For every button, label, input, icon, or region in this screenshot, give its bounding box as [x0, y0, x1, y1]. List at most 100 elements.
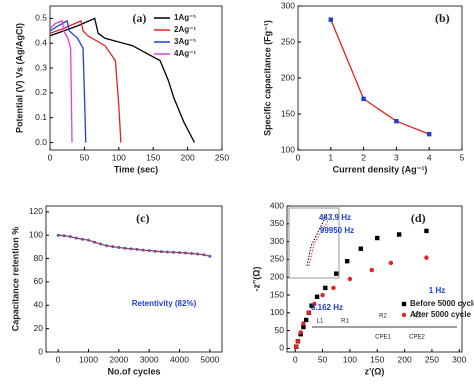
x-tick-label: 50	[318, 354, 328, 364]
legend-label: After 5000 cycle	[410, 310, 471, 319]
marker	[312, 301, 317, 307]
x-tick-label: 4000	[170, 354, 189, 364]
y-tick-label: 0.4	[35, 37, 47, 47]
marker	[135, 247, 139, 251]
x-tick-label: 100	[343, 354, 357, 364]
marker	[147, 249, 151, 253]
marker	[427, 131, 432, 137]
panel-label: (b)	[435, 11, 450, 25]
marker	[320, 292, 325, 298]
y-tick-label: 100	[281, 144, 295, 154]
y-tick-label: 120	[29, 206, 43, 216]
marker	[401, 312, 407, 318]
circuit-label: L1	[317, 319, 324, 325]
y-tick-label: 0	[279, 343, 284, 353]
x-tick-label: 4	[427, 152, 432, 162]
series-line	[58, 234, 211, 257]
x-tick-label: 2000	[109, 354, 128, 364]
marker	[347, 276, 353, 282]
legend-label: 2Ag⁻¹	[174, 25, 196, 34]
marker	[123, 246, 127, 250]
marker	[171, 250, 175, 254]
marker	[306, 310, 312, 316]
x-tick-label: 300	[452, 354, 466, 364]
x-tick-label: 1000	[79, 354, 98, 364]
marker	[56, 233, 60, 237]
marker	[358, 246, 364, 251]
x-axis-label: Time (sec)	[114, 164, 158, 174]
marker	[86, 238, 90, 242]
series-line	[49, 19, 87, 143]
marker	[323, 285, 328, 291]
inset-curve	[308, 213, 333, 267]
plot-frame	[49, 5, 223, 151]
marker	[196, 252, 200, 256]
circuit-label: CPE2	[409, 335, 425, 341]
marker	[153, 249, 157, 253]
y-tick-label: 250	[270, 254, 284, 264]
circuit-label: R2	[379, 314, 387, 320]
inset-curve	[306, 213, 328, 267]
marker	[301, 321, 306, 326]
y-axis-label: Specific capacitance (Fg⁻¹)	[262, 20, 272, 136]
y-axis-label: Capacitance retention %	[10, 227, 20, 332]
x-tick-label: 3000	[140, 354, 159, 364]
annotation: 3.162 Hz	[311, 303, 343, 312]
series-line	[49, 19, 122, 143]
y-tick-label: 200	[281, 72, 295, 82]
y-tick-label: 60	[34, 276, 44, 286]
inset	[288, 207, 340, 279]
x-tick-label: 5000	[200, 354, 219, 364]
y-tick-label: 100	[270, 307, 284, 317]
y-tick-label: 300	[270, 236, 284, 246]
marker	[298, 330, 303, 335]
marker	[184, 251, 188, 255]
panel-label: (a)	[132, 11, 146, 25]
series-line	[330, 19, 430, 135]
legend-label: 4Ag⁻¹	[174, 49, 196, 58]
annotation: Retentivity (82%)	[132, 299, 197, 308]
circuit-label: R3	[413, 314, 421, 320]
x-tick-label: 0	[296, 152, 301, 162]
marker	[129, 247, 133, 251]
x-axis-label: Current density (Ag⁻¹)	[333, 164, 428, 174]
marker	[295, 339, 301, 344]
marker	[369, 267, 374, 273]
marker	[401, 301, 407, 307]
marker	[361, 96, 366, 102]
marker	[165, 250, 169, 254]
series-line	[49, 20, 73, 143]
marker	[74, 236, 78, 240]
y-tick-label: 0.3	[35, 62, 47, 72]
marker	[309, 303, 314, 308]
marker	[294, 344, 299, 349]
marker	[334, 271, 339, 276]
marker	[68, 235, 72, 239]
y-tick-label: 0.5	[35, 13, 47, 23]
legend-label: 3Ag⁻¹	[174, 37, 196, 46]
y-tick-label: 20	[34, 323, 44, 333]
circuit-label: R1	[341, 319, 349, 325]
marker	[99, 242, 103, 246]
marker	[396, 232, 402, 237]
x-tick-label: 150	[146, 152, 160, 162]
y-tick-label: 0.1	[35, 112, 47, 122]
legend-label: 1Ag⁻¹	[174, 13, 196, 22]
marker	[202, 253, 206, 257]
y-tick-label: 0.2	[35, 87, 47, 97]
x-tick-label: 0	[56, 354, 61, 364]
marker	[331, 285, 336, 291]
y-tick-label: 0	[38, 346, 43, 356]
marker	[62, 234, 66, 238]
y-tick-label: 40	[34, 300, 44, 310]
y-tick-label: 50	[275, 325, 285, 335]
x-tick-label: 2	[361, 152, 366, 162]
marker	[303, 317, 309, 323]
x-tick-label: 100	[112, 152, 126, 162]
marker	[328, 17, 333, 22]
marker	[80, 237, 84, 241]
x-axis-label: z'(Ω)	[365, 366, 385, 376]
x-tick-label: 200	[397, 354, 411, 364]
